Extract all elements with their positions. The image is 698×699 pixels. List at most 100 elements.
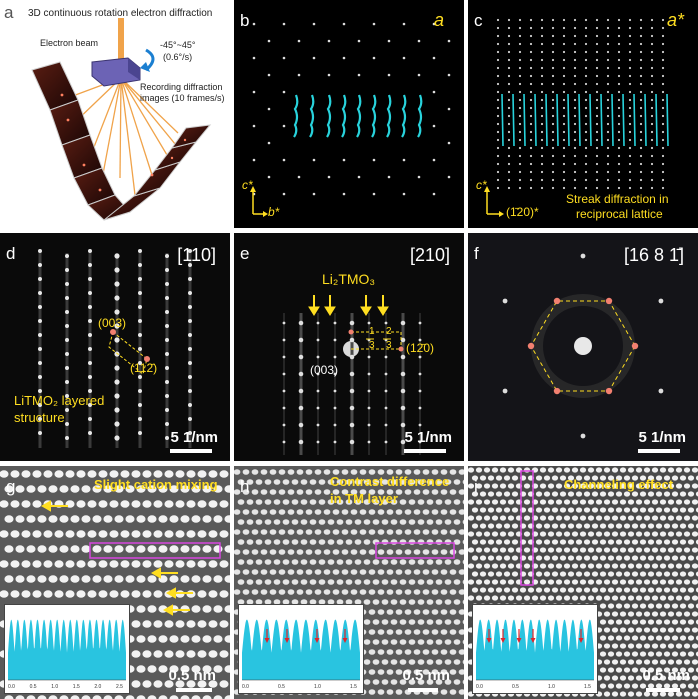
atom-column [635, 659, 643, 665]
diffraction-spot [138, 305, 142, 309]
lattice-spot [551, 98, 555, 102]
spot-003: (003) [98, 316, 127, 330]
lattice-spot [650, 98, 654, 102]
lattice-spot [628, 130, 632, 134]
lattice-spot [496, 146, 500, 150]
atom-column [483, 547, 491, 553]
atom-column [453, 539, 461, 545]
atom-column [164, 530, 174, 538]
panel-f: f [16 8 1̄] 5 1/nm [468, 233, 698, 461]
lattice-spot [650, 138, 654, 142]
atom-column [503, 555, 511, 561]
diffraction-spot [188, 333, 192, 337]
lattice-spot [529, 122, 533, 126]
lattice-spot [432, 90, 436, 94]
atom-column [332, 569, 340, 575]
lattice-spot [518, 122, 522, 126]
diffraction-spot [367, 440, 371, 444]
profile-tick: 1.0 [51, 684, 58, 690]
diffraction-spot [384, 372, 388, 376]
diffraction-spot [580, 433, 586, 439]
atom-column [237, 519, 245, 525]
atom-column [627, 531, 635, 537]
diffuse-streak [622, 93, 625, 147]
atom-column [345, 519, 353, 525]
atom-column [471, 587, 479, 593]
lattice-spot [595, 18, 599, 22]
atom-column [109, 530, 119, 538]
atom-column [208, 560, 218, 568]
diffuse-streak [578, 93, 581, 147]
atom-column [651, 659, 659, 665]
atom-column [499, 595, 507, 601]
atom-column [559, 475, 567, 481]
atom-column [619, 547, 627, 553]
lattice-spot [595, 106, 599, 110]
atom-column [422, 609, 430, 615]
atom-column [507, 467, 515, 473]
diffuse-streak [556, 93, 559, 147]
atom-column [667, 595, 675, 601]
atom-column [426, 639, 434, 645]
lattice-spot [540, 122, 544, 126]
atom-column [651, 643, 659, 649]
lattice-spot [573, 186, 577, 190]
atom-column [567, 587, 575, 593]
atom-column [147, 515, 157, 523]
atom-column [579, 563, 587, 569]
atom-column [599, 619, 607, 625]
atom-column [224, 605, 230, 613]
atom-column [671, 619, 679, 625]
atom-column [158, 485, 168, 493]
atom-column [336, 579, 344, 585]
atom-column [131, 620, 141, 628]
diffraction-spot [316, 355, 320, 359]
atom-column [213, 665, 223, 673]
atom-column [667, 675, 675, 681]
lattice-spot [573, 58, 577, 62]
lattice-spot [357, 73, 361, 77]
atom-column [619, 579, 627, 585]
atom-column [120, 530, 130, 538]
diffraction-spot [114, 309, 120, 315]
red-marker-head [264, 638, 270, 643]
lattice-spot [252, 22, 256, 26]
atom-column [164, 650, 174, 658]
diffraction-spot [65, 324, 69, 328]
atom-column [449, 529, 457, 535]
lattice-spot [282, 192, 286, 196]
panel-label: e [240, 244, 250, 263]
atom-column [4, 515, 14, 523]
atom-column [363, 599, 371, 605]
atom-column [372, 679, 380, 685]
atom-column [332, 469, 340, 475]
atom-column [639, 635, 647, 641]
atom-column [278, 489, 286, 495]
atom-column [10, 590, 20, 598]
atom-column [399, 619, 407, 625]
atom-column [511, 571, 519, 577]
atom-column [635, 547, 643, 553]
diffraction-spot [138, 333, 142, 337]
atom-column [264, 519, 272, 525]
diffraction-spot [316, 423, 320, 427]
atom-column [318, 499, 326, 505]
atom-column [87, 590, 97, 598]
atom-column [647, 555, 655, 561]
atom-column [647, 523, 655, 529]
atom-column [21, 500, 31, 508]
scale-bar-label: 5 1/nm [170, 429, 218, 446]
atom-column [120, 470, 130, 478]
atom-column [287, 589, 295, 595]
atom-column [202, 515, 212, 523]
atom-column [643, 659, 651, 665]
lattice-spot [496, 58, 500, 62]
red-marker-head [530, 638, 536, 643]
diffraction-spot [138, 277, 142, 281]
atom-column [615, 491, 623, 497]
atom-column [309, 599, 317, 605]
atom-column [332, 549, 340, 555]
lattice-spot [562, 170, 566, 174]
diffraction-spot [333, 321, 337, 325]
atom-column [487, 555, 495, 561]
